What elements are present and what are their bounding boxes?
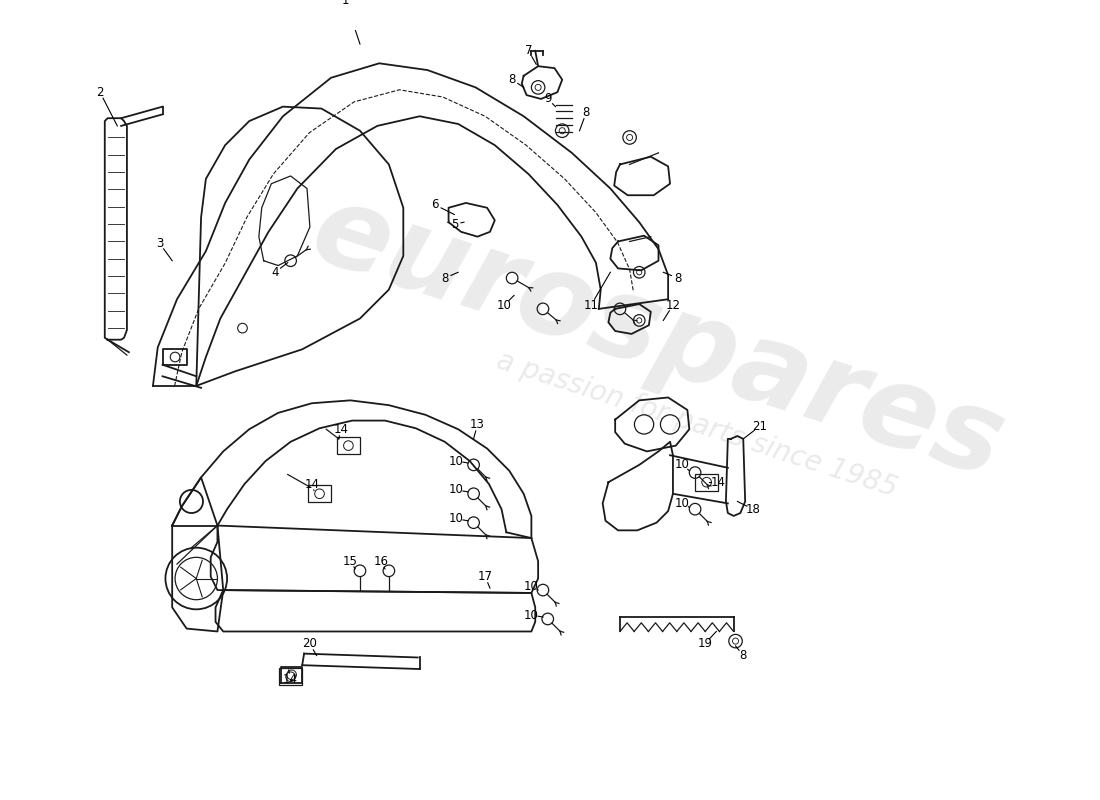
Text: 14: 14 <box>305 478 319 490</box>
Text: 8: 8 <box>739 649 747 662</box>
Text: 18: 18 <box>746 502 760 516</box>
Text: 1: 1 <box>342 0 350 7</box>
Text: 15: 15 <box>343 554 358 568</box>
Text: eurospares: eurospares <box>299 174 1018 502</box>
Text: 12: 12 <box>666 298 681 311</box>
Text: 10: 10 <box>449 454 464 467</box>
Text: 7: 7 <box>525 44 532 58</box>
Text: a passion for parts since 1985: a passion for parts since 1985 <box>493 346 901 502</box>
Text: 10: 10 <box>675 458 690 471</box>
Text: 16: 16 <box>374 554 388 568</box>
Text: 9: 9 <box>544 93 551 106</box>
Text: 10: 10 <box>449 512 464 526</box>
Text: 10: 10 <box>497 298 512 311</box>
Text: 10: 10 <box>524 580 539 593</box>
Text: 17: 17 <box>477 570 493 583</box>
Text: 13: 13 <box>470 418 485 431</box>
Text: 5: 5 <box>451 218 458 230</box>
Text: 11: 11 <box>584 298 598 311</box>
Text: 3: 3 <box>156 237 164 250</box>
Text: 4: 4 <box>272 266 279 278</box>
Bar <box>337 437 360 454</box>
Text: 14: 14 <box>283 673 298 686</box>
Text: 10: 10 <box>524 609 539 622</box>
Text: 10: 10 <box>675 497 690 510</box>
Text: 6: 6 <box>431 198 439 211</box>
Text: 2: 2 <box>96 86 103 98</box>
Text: 14: 14 <box>333 422 349 436</box>
Bar <box>695 474 718 491</box>
Text: 8: 8 <box>674 271 681 285</box>
Bar <box>308 485 331 502</box>
Text: 8: 8 <box>583 106 590 119</box>
Text: 14: 14 <box>711 476 726 489</box>
Bar <box>279 668 302 686</box>
Text: 8: 8 <box>508 73 516 86</box>
Text: 20: 20 <box>302 638 317 650</box>
Text: 10: 10 <box>449 483 464 497</box>
Text: 8: 8 <box>441 271 449 285</box>
Text: 19: 19 <box>697 638 712 650</box>
Text: 21: 21 <box>752 420 767 433</box>
